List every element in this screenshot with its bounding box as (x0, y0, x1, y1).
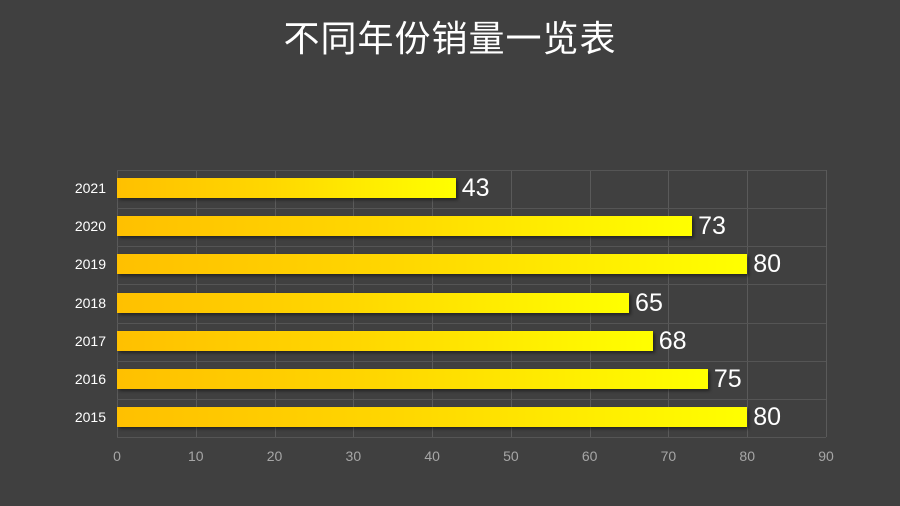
bar-2015[interactable] (117, 406, 748, 427)
gridline-horizontal (117, 170, 826, 171)
x-axis-tick-label: 80 (739, 448, 755, 464)
y-axis-label: 2019 (74, 256, 106, 273)
chart-title: 不同年份销量一览表 (283, 19, 617, 60)
gridline-vertical (747, 170, 749, 437)
gridline-horizontal (117, 398, 826, 400)
x-axis-tick-label: 30 (345, 448, 362, 464)
data-label: 43 (461, 174, 490, 203)
y-axis-label: 2020 (74, 218, 106, 235)
gridline-horizontal (117, 437, 826, 438)
gridline-horizontal (117, 208, 826, 210)
bar-2019[interactable] (117, 254, 748, 275)
y-axis-label: 2018 (74, 294, 106, 311)
y-axis-label: 2021 (74, 180, 106, 197)
gridline-horizontal (117, 246, 826, 248)
bar-2018[interactable] (117, 292, 630, 313)
bar-2016[interactable] (117, 368, 708, 389)
y-axis-label: 2016 (74, 370, 106, 387)
gridline-horizontal (117, 284, 826, 286)
x-axis-tick-label: 50 (503, 448, 519, 464)
data-label: 80 (753, 402, 782, 431)
data-label: 65 (635, 288, 663, 317)
x-axis-tick-label: 70 (660, 448, 677, 464)
x-axis-tick-label: 90 (818, 448, 834, 464)
x-axis-tick-label: 60 (581, 448, 598, 464)
data-label: 68 (658, 326, 687, 355)
gridline-vertical (826, 170, 827, 437)
x-axis-tick-label: 0 (113, 448, 121, 464)
data-label: 80 (753, 250, 782, 279)
gridline-horizontal (117, 322, 826, 324)
bar-2020[interactable] (117, 216, 693, 237)
plot-area: 43 73 80 65 68 75 80 (117, 170, 827, 438)
bar-2017[interactable] (117, 330, 653, 351)
y-axis-label: 2017 (74, 332, 106, 349)
bar-2021[interactable] (117, 178, 456, 199)
y-axis-label: 2015 (74, 408, 106, 425)
x-axis-tick-label: 20 (266, 448, 283, 464)
data-label: 75 (713, 364, 742, 393)
x-axis-tick-label: 40 (424, 448, 440, 464)
gridline-vertical (668, 170, 670, 437)
x-axis-tick-label: 10 (187, 448, 204, 464)
gridline-horizontal (117, 360, 826, 362)
data-label: 73 (698, 212, 726, 241)
